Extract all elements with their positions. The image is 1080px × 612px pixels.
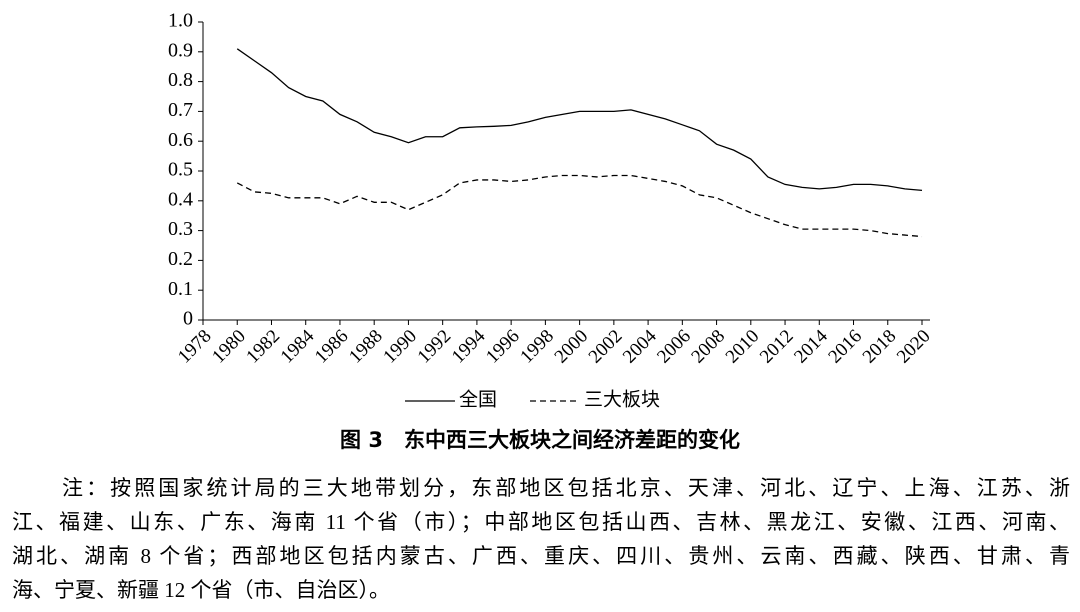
y-tick-label: 0.6 (168, 129, 193, 151)
x-tick-label: 2018 (859, 326, 901, 368)
x-tick-label: 1994 (448, 325, 490, 367)
x-tick-label: 1978 (174, 326, 216, 368)
legend-label: 全国 (459, 388, 497, 410)
x-tick-label: 1982 (242, 326, 284, 368)
y-tick-label: 0.3 (168, 218, 193, 240)
figure-caption: 图 3 东中西三大板块之间经济差距的变化 (340, 428, 740, 452)
y-tick-label: 0.7 (168, 99, 193, 121)
x-tick-label: 2020 (893, 326, 935, 368)
x-tick-label: 2012 (756, 326, 798, 368)
x-tick-label: 1998 (516, 326, 558, 368)
series-line (236, 48, 923, 192)
x-tick-label: 2008 (687, 326, 729, 368)
x-tick-label: 1986 (311, 326, 353, 368)
x-tick-label: 2016 (824, 326, 866, 368)
x-tick-label: 1996 (482, 326, 524, 368)
x-tick-label: 2004 (619, 325, 661, 367)
y-tick-label: 0.9 (168, 39, 193, 61)
x-tick-label: 1990 (379, 326, 421, 368)
note-line: 注：按照国家统计局的三大地带划分，东部地区包括北京、天津、河北、辽宁、上海、江苏… (62, 476, 1070, 500)
x-tick-label: 1984 (277, 325, 319, 367)
x-tick-label: 1988 (345, 326, 387, 368)
x-tick-label: 1980 (208, 326, 250, 368)
x-tick-label: 2014 (790, 325, 832, 367)
x-tick-label: 2010 (722, 326, 764, 368)
chart: 00.10.20.30.40.50.60.70.80.91.0197819801… (168, 10, 935, 411)
note-line: 海、宁夏、新疆 12 个省（市、自治区）。 (12, 578, 390, 602)
y-tick-label: 0.4 (168, 188, 193, 210)
y-tick-label: 0.8 (168, 69, 193, 91)
y-tick-label: 0.1 (168, 278, 193, 300)
x-tick-label: 2000 (551, 326, 593, 368)
note-line: 湖北、湖南 8 个省；西部地区包括内蒙古、广西、重庆、四川、贵州、云南、西藏、陕… (12, 544, 1070, 568)
y-tick-label: 0.2 (168, 248, 193, 270)
legend-label: 三大板块 (584, 388, 660, 410)
y-tick-label: 1.0 (168, 10, 193, 32)
y-tick-label: 0.5 (168, 159, 193, 181)
note-line: 江、福建、山东、广东、海南 11 个省（市）；中部地区包括山西、吉林、黑龙江、安… (12, 510, 1070, 534)
x-tick-label: 1992 (414, 326, 456, 368)
x-tick-label: 2006 (653, 326, 695, 368)
series-line (236, 174, 923, 238)
y-tick-label: 0 (183, 308, 193, 330)
x-tick-label: 2002 (585, 326, 627, 368)
